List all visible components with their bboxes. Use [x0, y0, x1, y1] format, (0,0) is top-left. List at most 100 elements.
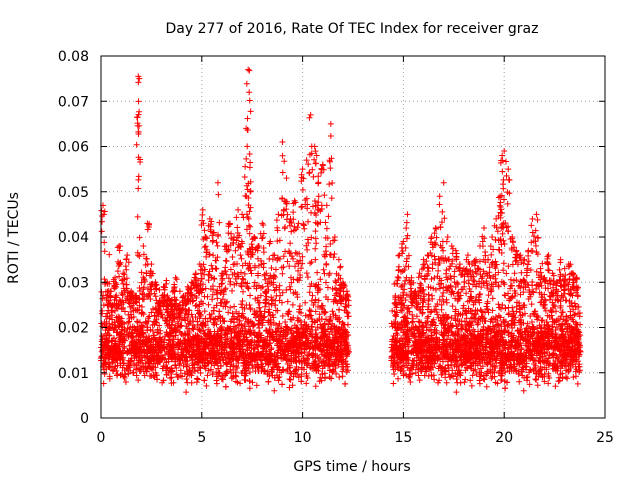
data-point	[273, 363, 280, 370]
data-point	[237, 380, 244, 387]
data-point	[339, 373, 346, 380]
data-point	[279, 381, 286, 388]
data-point	[336, 306, 343, 313]
data-point	[287, 376, 294, 383]
data-point	[336, 374, 343, 381]
data-point	[205, 277, 212, 284]
data-point	[250, 322, 257, 329]
data-point	[270, 314, 277, 321]
data-point	[174, 373, 181, 380]
data-point	[453, 389, 460, 396]
data-point	[333, 370, 340, 377]
data-point	[307, 312, 314, 319]
data-points	[98, 66, 584, 396]
data-point	[323, 316, 330, 323]
data-point	[248, 270, 255, 277]
data-point	[574, 380, 581, 387]
data-point	[468, 382, 475, 389]
data-point	[204, 372, 211, 379]
data-point	[249, 379, 256, 386]
data-point	[106, 375, 113, 382]
data-point	[457, 379, 464, 386]
data-point	[213, 380, 220, 387]
data-point	[328, 375, 335, 382]
data-point	[188, 379, 195, 386]
chart-title: Day 277 of 2016, Rate Of TEC Index for r…	[166, 21, 539, 37]
data-point	[247, 292, 254, 299]
data-point	[170, 379, 177, 386]
data-point	[308, 297, 315, 304]
data-point	[564, 375, 571, 382]
data-point	[252, 314, 259, 321]
data-point	[390, 380, 397, 387]
data-point	[265, 378, 272, 385]
data-point	[407, 379, 414, 386]
data-point	[416, 377, 423, 384]
data-point	[462, 376, 469, 383]
data-point	[201, 377, 208, 384]
data-point	[562, 374, 569, 381]
data-point	[229, 287, 236, 294]
data-point	[193, 379, 200, 386]
data-point	[329, 285, 336, 292]
data-point	[520, 387, 527, 394]
data-point	[424, 318, 431, 325]
data-point	[256, 324, 263, 331]
data-point	[146, 373, 153, 380]
data-point	[312, 383, 319, 390]
data-point	[526, 381, 533, 388]
data-point	[570, 374, 577, 381]
data-point	[524, 374, 531, 381]
data-point	[219, 296, 226, 303]
data-point	[421, 372, 428, 379]
data-point	[476, 380, 483, 387]
data-point	[271, 387, 278, 394]
data-point	[306, 307, 313, 314]
data-point	[233, 308, 240, 315]
data-point	[502, 385, 509, 392]
data-point	[106, 251, 113, 258]
data-point	[344, 309, 351, 316]
data-point	[253, 382, 260, 389]
data-point	[130, 369, 137, 376]
data-point	[488, 375, 495, 382]
data-point	[432, 286, 439, 293]
data-point	[246, 385, 253, 392]
data-point	[322, 309, 329, 316]
data-point	[282, 318, 289, 325]
data-point	[135, 377, 142, 384]
data-point	[167, 375, 174, 382]
data-point	[228, 375, 235, 382]
data-point	[163, 277, 170, 284]
data-point	[183, 389, 190, 396]
data-point	[407, 285, 414, 292]
data-point	[302, 312, 309, 319]
data-point	[133, 318, 140, 325]
data-point	[205, 301, 212, 308]
data-point	[216, 308, 223, 315]
data-point	[251, 321, 258, 328]
data-point	[309, 292, 316, 299]
data-point	[342, 380, 349, 387]
data-point	[406, 374, 413, 381]
data-point	[477, 291, 484, 298]
data-point	[503, 270, 510, 277]
data-point	[176, 288, 183, 295]
data-point	[128, 330, 135, 337]
data-point	[572, 373, 579, 380]
data-point	[516, 378, 523, 385]
data-point	[443, 379, 450, 386]
data-point	[303, 380, 310, 387]
data-point	[203, 382, 210, 389]
data-point	[319, 371, 326, 378]
data-point	[286, 384, 293, 391]
data-point	[286, 376, 293, 383]
data-point	[201, 308, 208, 315]
data-point	[478, 308, 485, 315]
data-point	[183, 363, 190, 370]
data-point	[246, 378, 253, 385]
data-point	[191, 368, 198, 375]
data-point	[222, 383, 229, 390]
data-point	[275, 377, 282, 384]
